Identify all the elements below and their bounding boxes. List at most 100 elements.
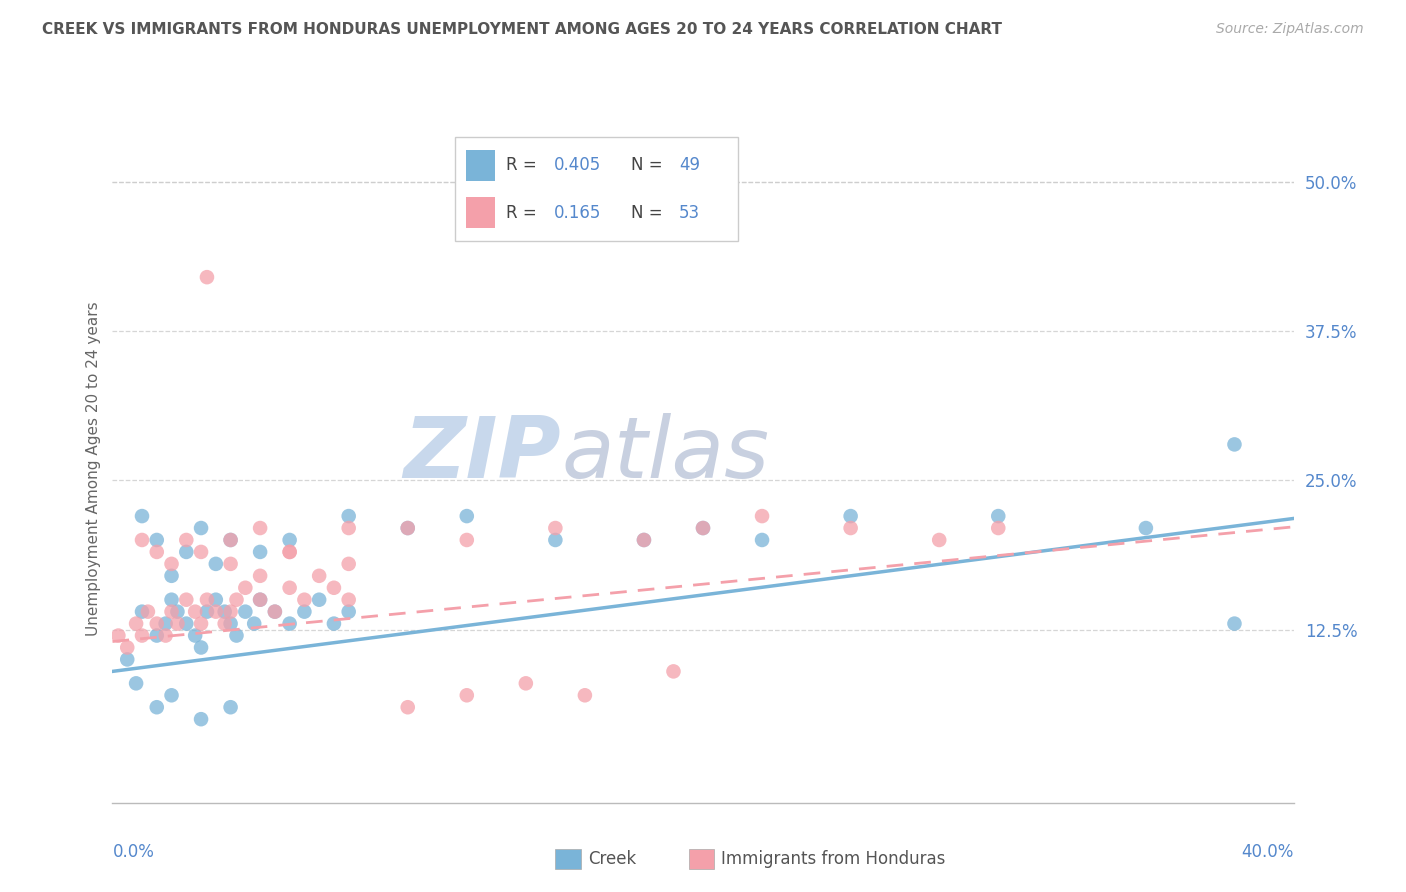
Text: CREEK VS IMMIGRANTS FROM HONDURAS UNEMPLOYMENT AMONG AGES 20 TO 24 YEARS CORRELA: CREEK VS IMMIGRANTS FROM HONDURAS UNEMPL…: [42, 22, 1002, 37]
Point: [292, 605, 315, 619]
Point: [1223, 616, 1246, 631]
Point: [233, 605, 256, 619]
Point: [574, 688, 596, 702]
Point: [174, 533, 197, 547]
Point: [323, 616, 346, 631]
Point: [205, 605, 228, 619]
Point: [160, 605, 183, 619]
Point: [662, 665, 685, 679]
Point: [249, 545, 271, 559]
Point: [117, 652, 138, 666]
Text: atlas: atlas: [561, 413, 769, 497]
Point: [264, 605, 287, 619]
Point: [160, 569, 183, 583]
Point: [243, 616, 266, 631]
Point: [146, 616, 169, 631]
Point: [214, 605, 236, 619]
Point: [131, 605, 153, 619]
Point: [160, 688, 183, 702]
Point: [249, 521, 271, 535]
Point: [225, 628, 247, 642]
Point: [839, 509, 862, 524]
Point: [155, 628, 177, 642]
Point: [219, 557, 242, 571]
Point: [174, 616, 197, 631]
Point: [337, 509, 360, 524]
Point: [278, 616, 301, 631]
Point: [987, 521, 1010, 535]
Point: [166, 616, 188, 631]
Point: [166, 605, 188, 619]
Point: [249, 592, 271, 607]
Point: [308, 569, 330, 583]
Point: [278, 533, 301, 547]
Point: [146, 533, 169, 547]
Text: Creek: Creek: [588, 850, 636, 868]
Point: [249, 569, 271, 583]
Point: [278, 545, 301, 559]
Point: [456, 509, 478, 524]
Point: [219, 533, 242, 547]
Point: [125, 676, 148, 690]
Point: [633, 533, 655, 547]
Point: [751, 533, 773, 547]
Point: [692, 521, 714, 535]
Point: [190, 545, 212, 559]
Point: [233, 581, 256, 595]
Point: [928, 533, 950, 547]
Point: [633, 533, 655, 547]
Point: [131, 509, 153, 524]
Point: [1223, 437, 1246, 451]
Point: [117, 640, 138, 655]
Point: [160, 557, 183, 571]
Point: [337, 605, 360, 619]
Point: [337, 557, 360, 571]
Point: [219, 533, 242, 547]
Point: [190, 521, 212, 535]
Point: [125, 616, 148, 631]
Point: [544, 533, 567, 547]
Text: Immigrants from Honduras: Immigrants from Honduras: [721, 850, 946, 868]
Point: [136, 605, 159, 619]
Point: [456, 533, 478, 547]
Point: [184, 628, 207, 642]
Point: [396, 521, 419, 535]
Point: [131, 533, 153, 547]
Point: [264, 605, 287, 619]
Point: [160, 592, 183, 607]
Point: [195, 592, 218, 607]
Point: [174, 592, 197, 607]
Point: [195, 605, 218, 619]
Point: [278, 581, 301, 595]
Point: [692, 521, 714, 535]
Point: [396, 700, 419, 714]
Point: [205, 592, 228, 607]
Point: [225, 592, 247, 607]
Point: [190, 640, 212, 655]
Point: [456, 688, 478, 702]
Point: [131, 628, 153, 642]
Point: [195, 270, 218, 285]
Text: Source: ZipAtlas.com: Source: ZipAtlas.com: [1216, 22, 1364, 37]
Point: [249, 592, 271, 607]
Y-axis label: Unemployment Among Ages 20 to 24 years: Unemployment Among Ages 20 to 24 years: [86, 301, 101, 636]
Text: 0.0%: 0.0%: [112, 843, 155, 861]
Point: [190, 616, 212, 631]
Point: [337, 521, 360, 535]
Point: [146, 545, 169, 559]
Point: [214, 616, 236, 631]
Point: [184, 605, 207, 619]
Point: [146, 700, 169, 714]
Point: [155, 616, 177, 631]
Point: [107, 628, 129, 642]
Point: [292, 592, 315, 607]
Point: [205, 557, 228, 571]
Point: [515, 676, 537, 690]
Point: [396, 521, 419, 535]
Point: [308, 592, 330, 607]
Point: [751, 509, 773, 524]
Point: [1135, 521, 1157, 535]
Point: [544, 521, 567, 535]
Point: [146, 628, 169, 642]
Point: [219, 616, 242, 631]
